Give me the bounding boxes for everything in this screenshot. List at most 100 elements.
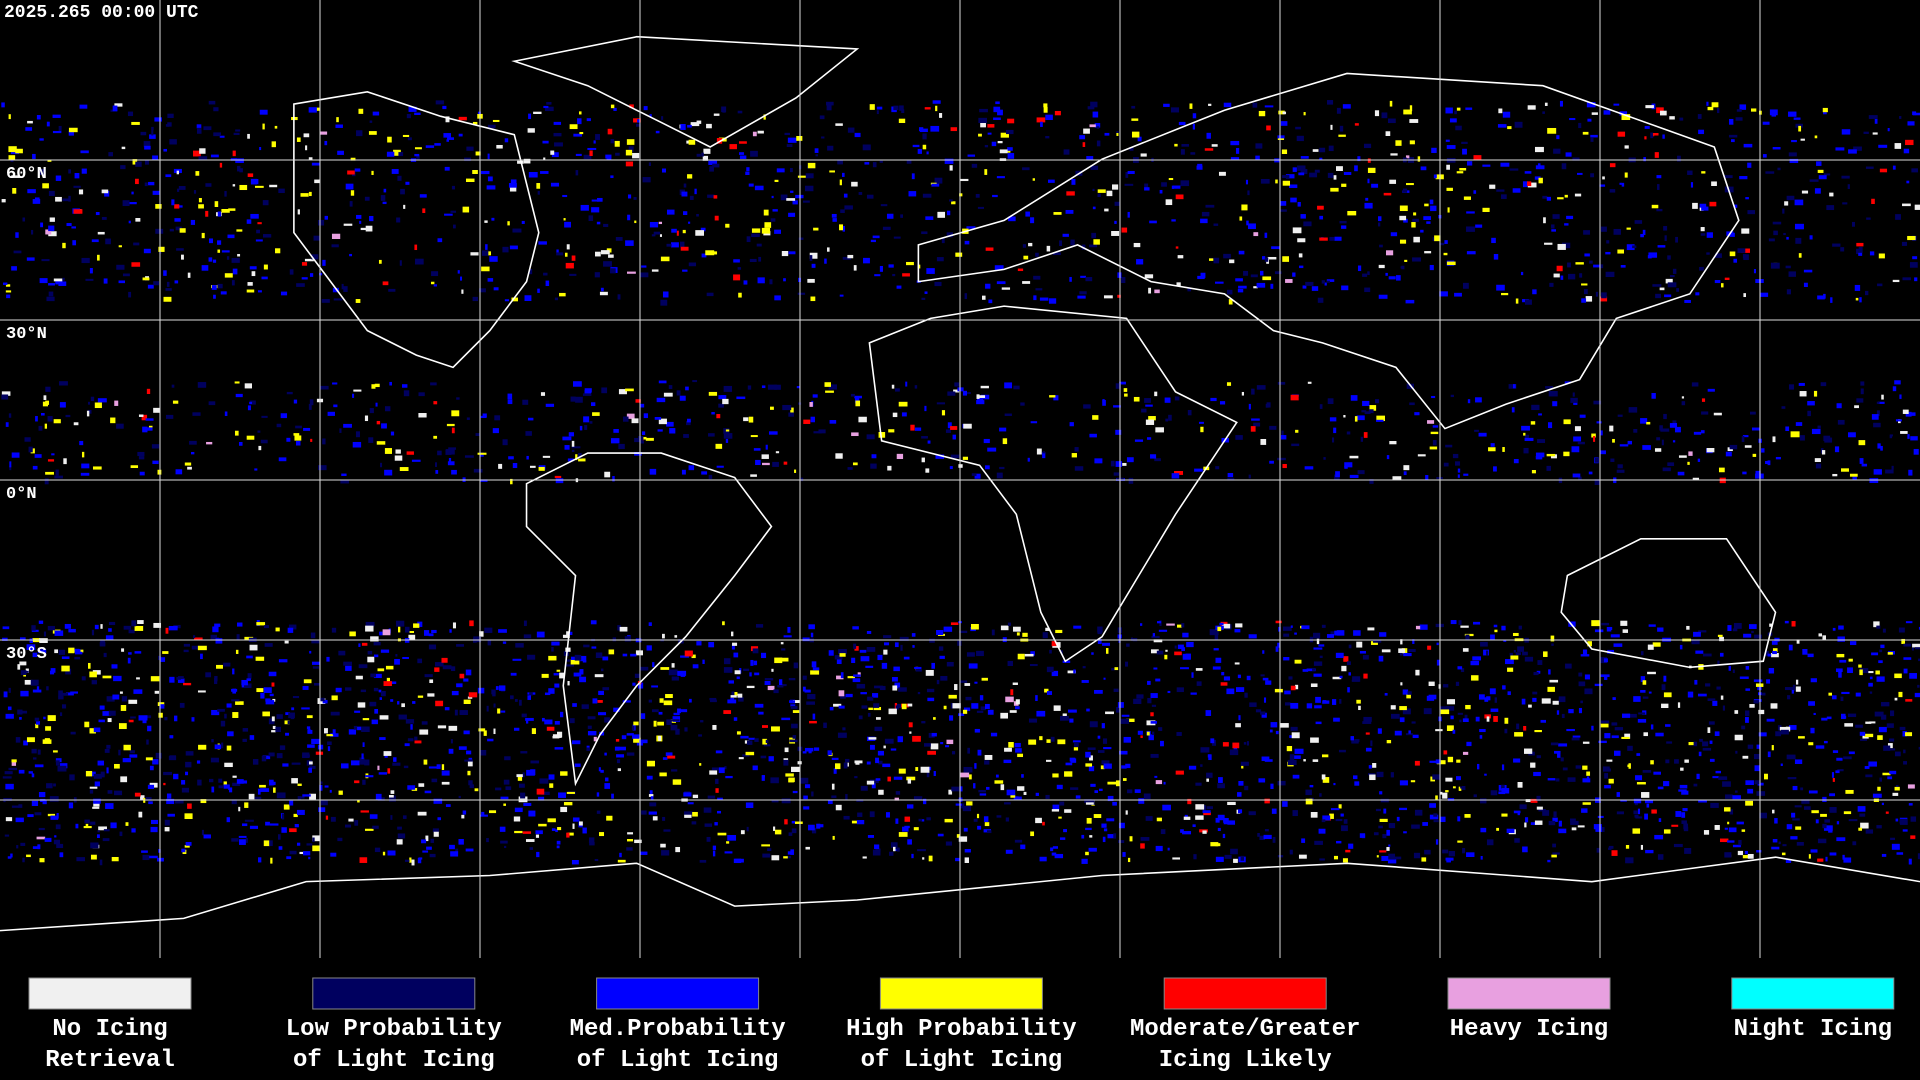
icing-speckle [1911,647,1914,651]
icing-speckle [369,215,374,222]
icing-speckle [1864,733,1874,738]
icing-speckle [743,668,750,672]
icing-speckle [31,629,39,632]
icing-speckle [1104,132,1110,136]
icing-speckle [712,163,720,168]
icing-speckle [47,159,52,162]
icing-speckle [1791,621,1796,627]
icing-speckle [1403,465,1410,471]
icing-speckle [1794,199,1804,206]
icing-speckle [1561,713,1565,719]
icing-speckle [1502,685,1506,690]
icing-speckle [1097,189,1106,193]
icing-speckle [1172,857,1181,860]
latitude-label: 0°N [6,485,37,504]
icing-speckle [504,845,507,849]
icing-speckle [1871,198,1875,205]
icing-speckle [1017,786,1025,791]
icing-speckle [286,391,293,395]
icing-speckle [390,431,395,436]
icing-speckle [38,827,45,831]
icing-speckle [567,458,574,462]
icing-speckle [987,447,997,452]
icing-speckle [1665,759,1670,764]
icing-speckle [1053,395,1059,401]
icing-speckle [1350,395,1358,401]
icing-speckle [568,432,575,437]
icing-speckle [1832,777,1835,782]
icing-speckle [1107,834,1114,839]
icing-speckle [1188,765,1197,770]
icing-speckle [1262,677,1269,681]
icing-speckle [971,163,978,168]
icing-speckle [1809,179,1819,182]
icing-speckle [895,818,899,824]
icing-speckle [1842,854,1845,860]
icing-speckle [1294,659,1302,664]
icing-speckle [1033,275,1041,280]
icing-speckle [1779,726,1789,731]
icing-speckle [1158,629,1168,632]
icing-speckle [954,684,958,691]
icing-speckle [648,794,654,797]
icing-speckle [1300,169,1308,175]
icing-speckle [1389,441,1397,445]
icing-speckle [1086,156,1094,160]
icing-speckle [1761,448,1765,453]
icing-speckle [1512,632,1519,637]
icing-speckle [1333,175,1337,180]
icing-speckle [197,690,206,693]
icing-speckle [1175,246,1179,249]
icing-speckle [1799,435,1805,441]
icing-speckle [920,766,930,773]
icing-speckle [1060,650,1063,655]
icing-speckle [1042,821,1045,826]
icing-speckle [1160,829,1166,835]
icing-speckle [1742,755,1749,759]
icing-speckle [1092,188,1095,192]
icing-speckle [1463,196,1471,200]
icing-speckle [566,631,570,636]
icing-speckle [121,146,126,150]
icing-speckle [320,800,328,806]
icing-speckle [1318,644,1325,647]
icing-speckle [332,382,338,385]
icing-speckle [1131,118,1139,121]
icing-speckle [850,393,855,397]
icing-speckle [652,816,658,821]
icing-speckle [512,658,522,661]
icing-speckle [393,757,397,762]
icing-speckle [947,391,956,396]
icing-speckle [1864,290,1869,296]
icing-speckle [79,440,84,446]
icing-speckle [1240,761,1249,766]
icing-speckle [1674,426,1681,433]
icing-speckle [1436,642,1439,646]
icing-speckle [32,757,37,760]
icing-speckle [604,783,611,789]
icing-speckle [1430,205,1437,212]
icing-speckle [1155,845,1163,852]
icing-speckle [856,683,866,689]
icing-speckle [343,423,352,428]
icing-speckle [1605,271,1615,278]
icing-speckle [1383,808,1387,814]
icing-speckle [469,620,474,627]
icing-speckle [666,421,674,427]
icing-speckle [20,842,26,846]
icing-speckle [1069,276,1072,282]
icing-speckle [1364,202,1373,209]
icing-speckle [1241,204,1248,211]
icing-speckle [781,648,786,651]
icing-speckle [1329,236,1335,241]
icing-speckle [1024,653,1034,657]
icing-speckle [1330,808,1340,811]
icing-speckle [454,709,458,716]
icing-speckle [911,173,915,180]
icing-speckle [1722,705,1725,711]
icing-speckle [402,815,407,819]
icing-speckle [422,850,429,853]
icing-speckle [964,848,971,853]
icing-speckle [254,796,262,800]
icing-speckle [1684,299,1691,303]
